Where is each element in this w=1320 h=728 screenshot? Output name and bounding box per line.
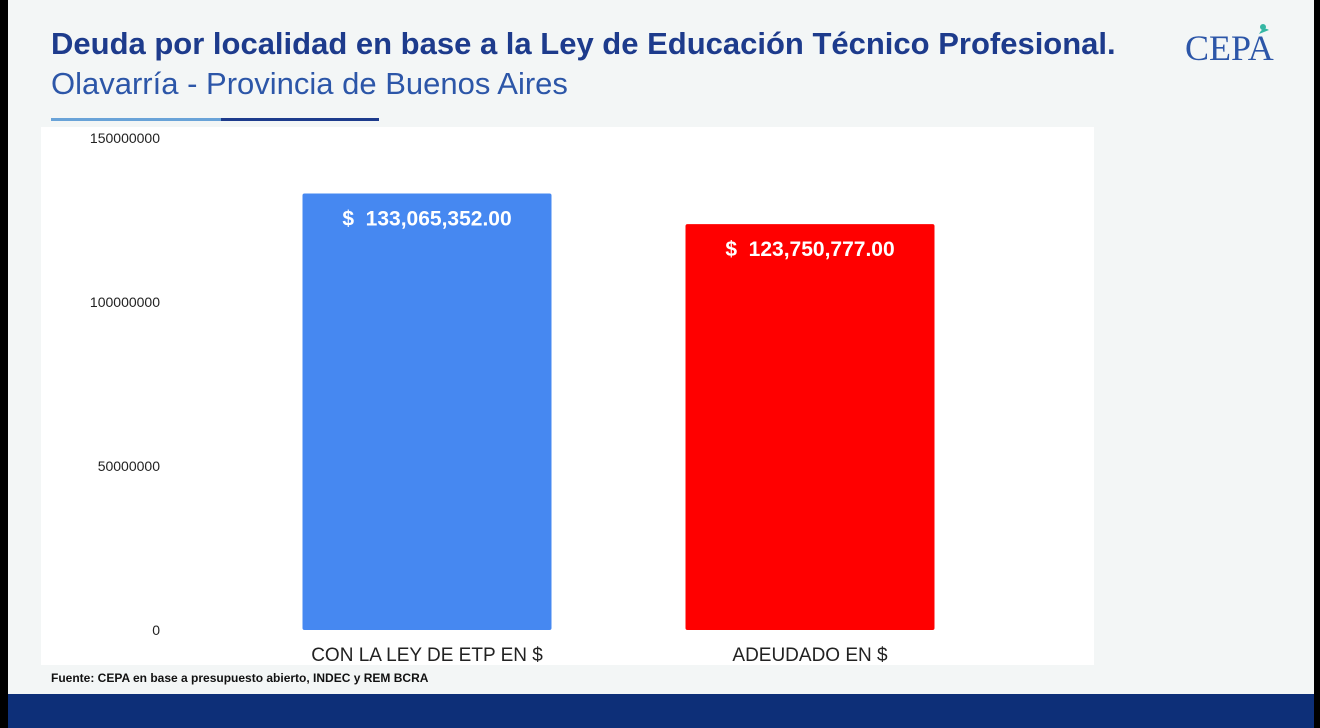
title-underline-dark [221, 118, 379, 121]
page-title: Deuda por localidad en base a la Ley de … [51, 26, 1116, 61]
page-subtitle: Olavarría - Provincia de Buenos Aires [51, 66, 568, 101]
y-tick-label: 50000000 [98, 458, 161, 474]
data-label: $ 123,750,777.00 [725, 238, 894, 261]
x-tick-label: ADEUDADO EN $ [732, 645, 888, 665]
bar [685, 224, 935, 630]
x-tick-label: CON LA LEY DE ETP EN $ [311, 645, 543, 665]
footer-bar [8, 694, 1314, 728]
title-underline-light [51, 118, 221, 121]
logo-text: CEPA [1185, 28, 1274, 68]
y-tick-label: 0 [152, 622, 160, 638]
source-note: Fuente: CEPA en base a presupuesto abier… [51, 671, 429, 685]
y-tick-label: 150000000 [90, 130, 160, 146]
y-tick-label: 100000000 [90, 294, 160, 310]
bar [302, 193, 552, 630]
slide: Deuda por localidad en base a la Ley de … [8, 0, 1314, 728]
bar-chart: 0 50000000 100000000 150000000 $ 133,065,352… [41, 127, 1094, 665]
logo-leaf-icon [1260, 24, 1266, 30]
bar-chart-svg: 0 50000000 100000000 150000000 $ 133,065,352… [90, 130, 935, 665]
cepa-logo: CEPA [1185, 24, 1274, 68]
logo-sprout-icon [1259, 28, 1269, 34]
data-label: $ 133,065,352.00 [342, 208, 511, 231]
